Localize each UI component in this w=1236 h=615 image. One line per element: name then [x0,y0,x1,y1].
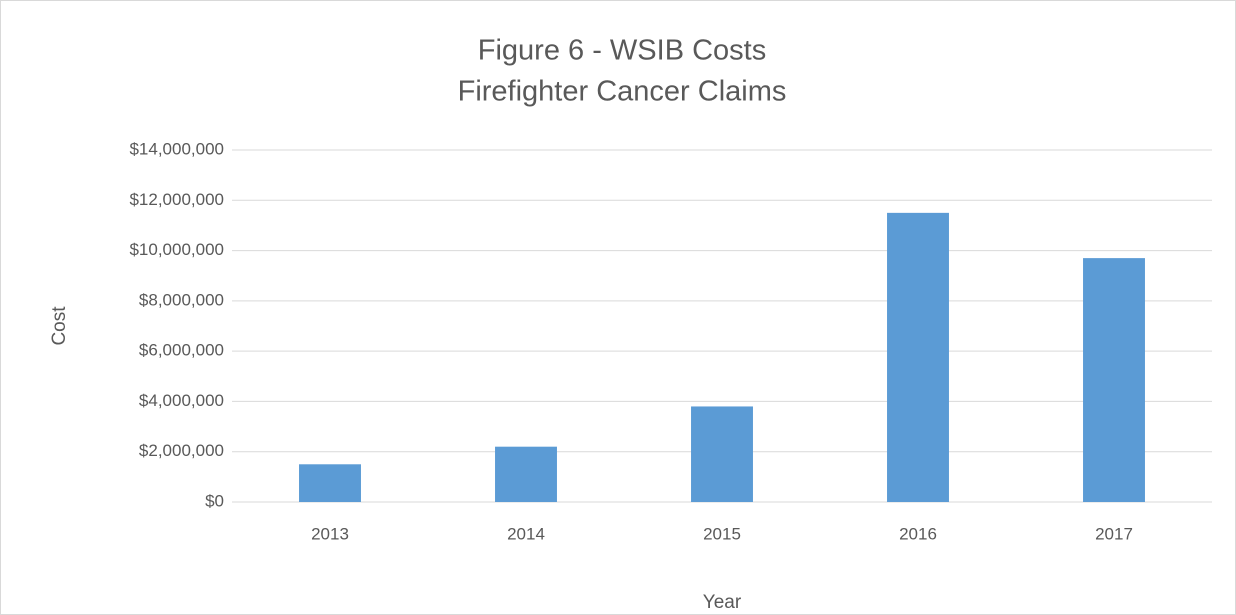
bar [299,464,361,502]
x-tick-label: 2013 [311,524,349,543]
bar [691,406,753,502]
y-tick-label: $4,000,000 [139,391,224,410]
y-tick-label: $6,000,000 [139,341,224,360]
y-tick-label: $8,000,000 [139,290,224,309]
chart-title: Firefighter Cancer Claims [458,76,787,108]
bar [495,446,557,502]
bar [1083,258,1145,502]
x-tick-label: 2015 [703,524,741,543]
bar [887,212,949,502]
y-tick-label: $14,000,000 [129,139,224,158]
x-tick-label: 2014 [507,524,545,543]
y-tick-label: $2,000,000 [139,441,224,460]
y-tick-label: $0 [205,491,224,510]
y-tick-label: $12,000,000 [129,190,224,209]
y-tick-label: $10,000,000 [129,240,224,259]
x-tick-label: 2017 [1095,524,1133,543]
y-axis-label: Cost [49,306,70,346]
chart-title: Figure 6 - WSIB Costs [478,35,766,67]
x-tick-label: 2016 [899,524,937,543]
x-axis-label: Year [703,592,742,613]
